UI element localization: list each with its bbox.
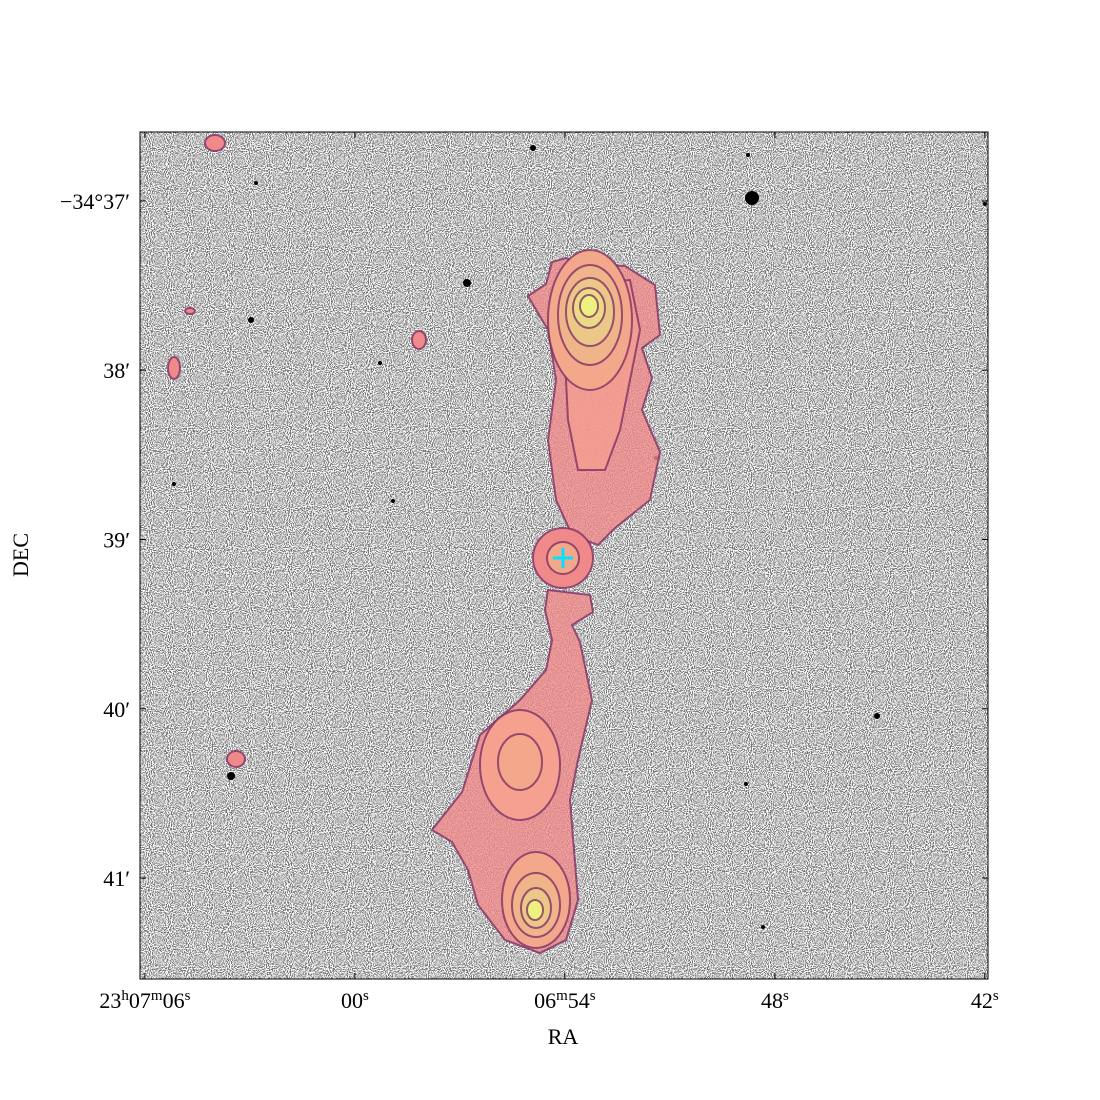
- x-tick-label: 00s: [341, 988, 369, 1013]
- y-tick-label: 41′: [103, 866, 130, 891]
- y-axis-label: DEC: [8, 533, 33, 577]
- y-tick-label: 38′: [103, 358, 130, 383]
- y-tick-label: 39′: [103, 528, 130, 553]
- x-tick-label: 48s: [761, 988, 789, 1013]
- y-tick-label: 40′: [103, 697, 130, 722]
- host-marker: [553, 548, 573, 568]
- plot-frame: [139, 131, 989, 980]
- x-tick-label: 23h07m06s: [99, 988, 190, 1013]
- x-axis-label: RA: [548, 1024, 579, 1049]
- sky-image: [140, 132, 988, 979]
- y-tick-label: −34°37′: [60, 189, 130, 214]
- x-tick-label: 06m54s: [534, 988, 596, 1013]
- radio-contours: [167, 134, 662, 955]
- x-tick-label: 42s: [971, 988, 999, 1013]
- stars: [172, 145, 987, 929]
